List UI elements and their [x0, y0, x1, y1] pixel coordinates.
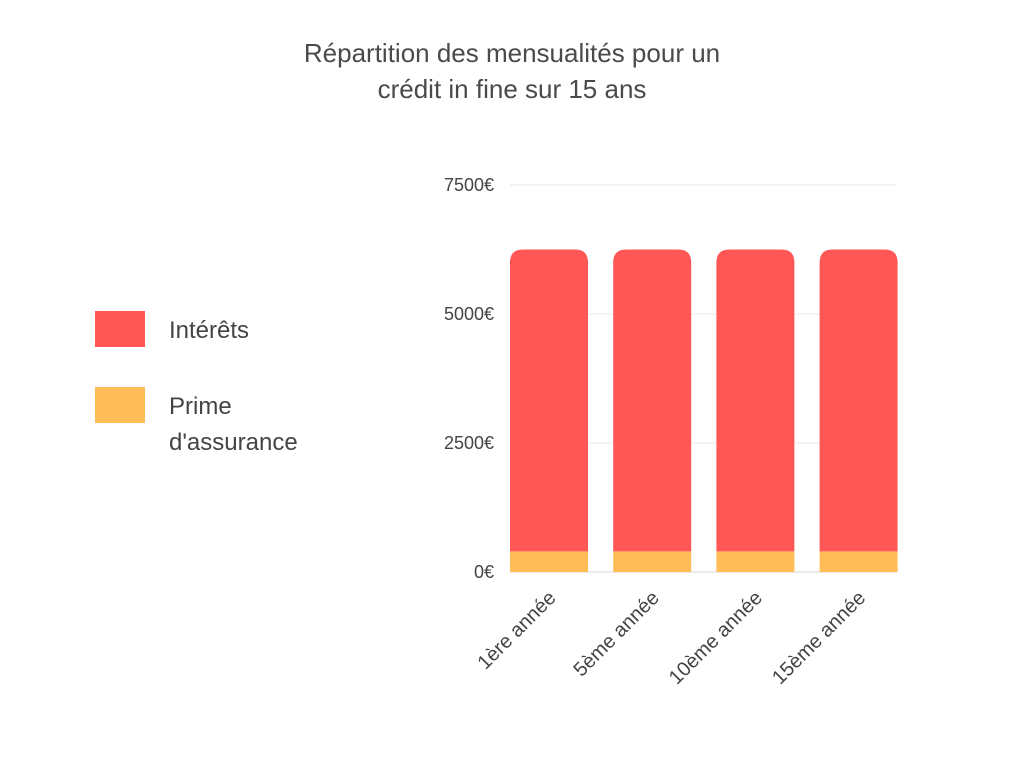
- x-tick-label-4: 15ème année: [768, 587, 870, 689]
- bar-1-series-2: [510, 249, 588, 552]
- y-tick-label-3: 7500€: [444, 175, 494, 195]
- chart-legend: Intérêts Prime d'assurance: [95, 310, 355, 462]
- x-tick-label-2: 5ème année: [570, 587, 664, 681]
- chart-title: Répartition des mensualités pour un créd…: [303, 38, 721, 104]
- bar-4-series-1: [819, 551, 898, 572]
- x-tick-label-1: 1ère année: [473, 587, 560, 674]
- y-tick-label-0: 0€: [474, 562, 494, 582]
- bar-4-series-2: [819, 249, 898, 552]
- x-tick-label-3: 10ème année: [665, 587, 767, 689]
- legend-label-prime-assurance: Prime d'assurance: [169, 393, 298, 456]
- legend-label-interets: Intérêts: [169, 317, 250, 344]
- bar-1-series-1: [510, 551, 588, 572]
- bar-2-series-1: [613, 551, 692, 572]
- bar-2-series-2: [613, 249, 692, 552]
- legend-swatch-interets: [95, 311, 145, 347]
- y-tick-label-1: 2500€: [444, 433, 494, 453]
- bar-3-series-1: [716, 551, 795, 572]
- y-tick-label-2: 5000€: [444, 304, 494, 324]
- legend-swatch-prime-assurance: [95, 387, 145, 423]
- bar-3-series-2: [716, 249, 795, 552]
- legend-item-prime-assurance: Prime d'assurance: [95, 386, 355, 456]
- legend-item-interets: Intérêts: [95, 310, 355, 350]
